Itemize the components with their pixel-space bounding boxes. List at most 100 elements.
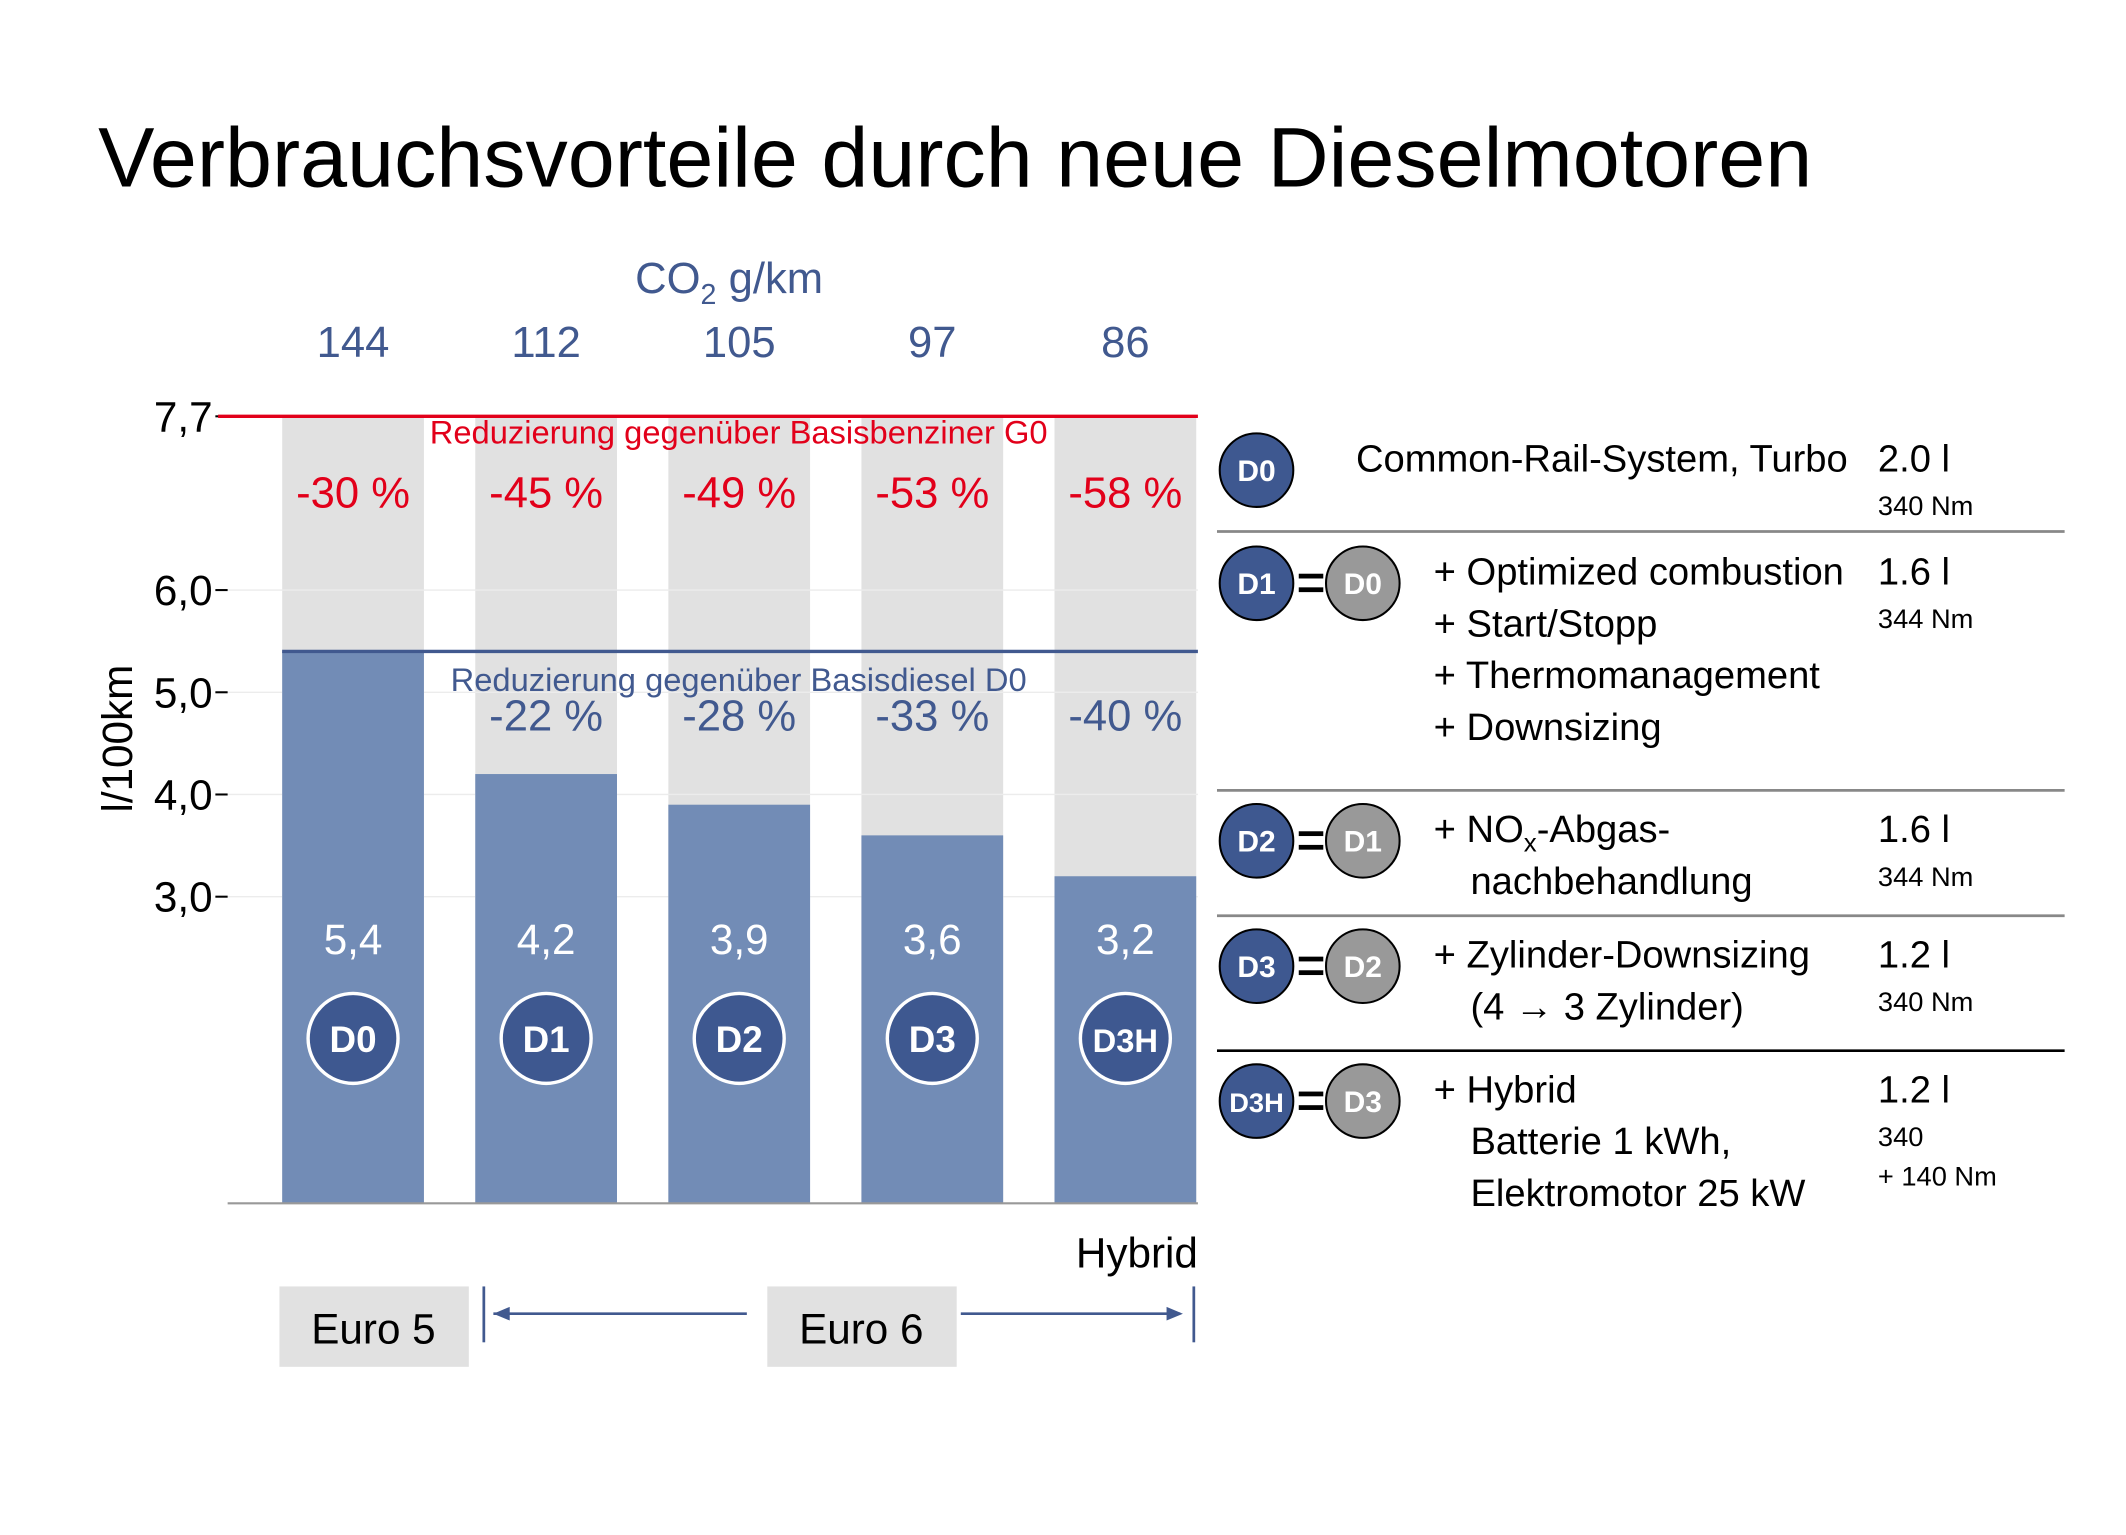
reduction-label: -49 % xyxy=(682,470,796,518)
base-badge-label: D1 xyxy=(1344,826,1382,859)
feature-line: + Downsizing xyxy=(1434,706,1662,749)
reference-label: Reduzierung gegenüber Basisbenziner G0 xyxy=(430,414,1048,451)
feature-part: -Abgas- xyxy=(1537,808,1671,851)
value-label: 3,9 xyxy=(710,916,769,963)
co2-title: CO2 g/km xyxy=(635,255,823,311)
chart-title: Verbrauchsvorteile durch neue Dieselmoto… xyxy=(98,111,1812,205)
badge xyxy=(1078,991,1173,1086)
equals-top xyxy=(1298,573,1324,579)
displacement: 2.0 l xyxy=(1878,438,1950,481)
x-tick-label: D3H xyxy=(1093,1022,1158,1059)
co2-value: 112 xyxy=(511,319,581,367)
feature-line: Elektromotor 25 kW xyxy=(1470,1172,1805,1215)
base-badge xyxy=(1324,802,1401,879)
co2-value: 86 xyxy=(1101,319,1150,367)
feature-line: + NOx-Abgas- xyxy=(1434,808,1671,858)
torque: 340 Nm xyxy=(1878,490,1973,521)
reduction-label: -22 % xyxy=(489,692,603,740)
displacement: 1.6 l xyxy=(1878,808,1950,851)
reduction-label: -28 % xyxy=(682,692,796,740)
emission-box xyxy=(767,1286,957,1367)
badge-label: D1 xyxy=(1237,568,1275,601)
arrow-head xyxy=(493,1306,510,1321)
y-tick-label: 5,0 xyxy=(154,669,213,716)
reduction-label: -33 % xyxy=(875,692,989,740)
reduction-label: -45 % xyxy=(489,470,603,518)
reduction-label: -53 % xyxy=(875,470,989,518)
badge xyxy=(499,991,593,1086)
base-badge-label: D0 xyxy=(1344,568,1382,601)
badge-label: D3 xyxy=(1237,951,1275,984)
equals-bottom xyxy=(1298,1105,1324,1110)
displacement: 1.2 l xyxy=(1878,934,1950,977)
badge-label: D0 xyxy=(1237,455,1275,488)
feature-line: nachbehandlung xyxy=(1470,860,1752,903)
arrow-head xyxy=(1166,1306,1183,1321)
reference-label: Reduzierung gegenüber Basisdiesel D0 xyxy=(451,661,1027,698)
base-badge xyxy=(1324,928,1401,1005)
equals-top xyxy=(1298,1091,1324,1097)
feature-line: Batterie 1 kWh, xyxy=(1470,1120,1731,1163)
badge xyxy=(1218,545,1295,622)
base-badge-label: D3 xyxy=(1344,1086,1382,1119)
co2-value: 144 xyxy=(317,319,390,367)
torque: + 140 Nm xyxy=(1878,1161,1997,1192)
co2-title-part: 2 xyxy=(701,279,717,311)
bar xyxy=(475,774,617,1204)
badge xyxy=(306,991,400,1086)
co2-title-part: g/km xyxy=(716,255,823,303)
torque: 340 Nm xyxy=(1878,986,1973,1017)
torque: 344 Nm xyxy=(1878,603,1973,634)
x-tick-label: D0 xyxy=(330,1019,377,1060)
feature-line: + Hybrid xyxy=(1434,1068,1577,1111)
badge xyxy=(1218,928,1295,1005)
feature-line: (4 → 3 Zylinder) xyxy=(1470,985,1743,1028)
base-badge-label: D2 xyxy=(1344,951,1382,984)
x-tick-label: D2 xyxy=(716,1019,763,1060)
emission-label: Euro 6 xyxy=(799,1306,923,1353)
torque: 344 Nm xyxy=(1878,861,1973,892)
equals-top xyxy=(1298,956,1324,962)
badge xyxy=(885,991,979,1086)
reduction-label: -40 % xyxy=(1068,692,1182,740)
bar xyxy=(282,651,424,1204)
feature-line: + Zylinder-Downsizing xyxy=(1434,934,1810,977)
x-tick-label: D1 xyxy=(523,1019,570,1060)
value-label: 3,2 xyxy=(1096,916,1155,963)
feature-line: Common-Rail-System, Turbo xyxy=(1356,438,1848,481)
torque: 340 xyxy=(1878,1121,1923,1152)
y-tick-label: 4,0 xyxy=(154,771,213,818)
y-axis-label: l/100km xyxy=(94,665,141,813)
badge xyxy=(1218,432,1295,508)
co2-title-part: CO xyxy=(635,255,700,303)
value-label: 5,4 xyxy=(324,916,383,963)
feature-part: + NO xyxy=(1434,808,1524,851)
badge xyxy=(1218,1063,1295,1139)
base-badge xyxy=(1324,545,1401,622)
reduction-label: -58 % xyxy=(1068,470,1182,518)
co2-value: 105 xyxy=(703,319,776,367)
value-label: 3,6 xyxy=(903,916,962,963)
y-tick-label: 3,0 xyxy=(154,874,213,921)
emission-label: Euro 5 xyxy=(311,1306,435,1353)
equals-top xyxy=(1298,831,1324,837)
hybrid-label: Hybrid xyxy=(1076,1229,1198,1276)
y-tick-label: 6,0 xyxy=(154,567,213,614)
badge-label: D3H xyxy=(1229,1087,1284,1118)
base-badge xyxy=(1324,1063,1401,1139)
feature-line: + Thermomanagement xyxy=(1434,654,1821,697)
feature-part: x xyxy=(1524,830,1537,858)
equals-bottom xyxy=(1298,587,1324,593)
equals-bottom xyxy=(1298,970,1324,976)
reduction-label: -30 % xyxy=(296,470,410,518)
badge xyxy=(1218,802,1295,879)
displacement: 1.6 l xyxy=(1878,551,1950,594)
emission-box xyxy=(279,1286,469,1367)
badge xyxy=(692,991,786,1086)
displacement: 1.2 l xyxy=(1878,1068,1950,1111)
feature-line: + Optimized combustion xyxy=(1434,551,1844,594)
feature-line: + Start/Stopp xyxy=(1434,602,1658,645)
x-tick-label: D3 xyxy=(909,1019,956,1060)
